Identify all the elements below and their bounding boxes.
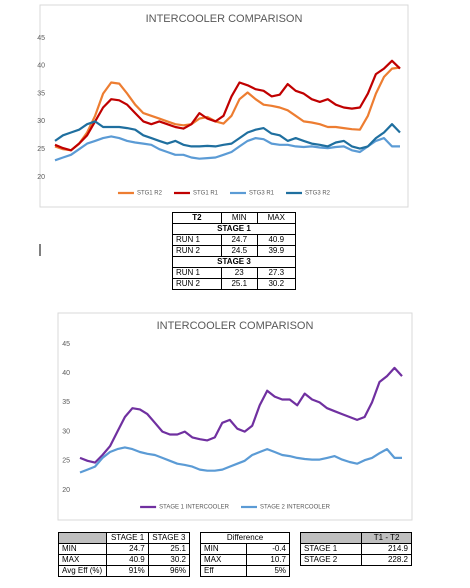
- table-row: Avg Eff (%) 91% 96%: [57, 565, 191, 577]
- data-table: T1 - T2 STAGE 1 214.9 STAGE 2 228.2: [299, 532, 412, 566]
- table-row: RUN 2 25.1 30.2: [172, 278, 297, 290]
- cell: 10.7: [246, 554, 290, 566]
- row-label: RUN 2: [172, 245, 222, 257]
- y-tick-label: 35: [62, 399, 70, 406]
- y-tick-label: 20: [62, 487, 70, 494]
- data-table: STAGE 1 STAGE 3 MIN 24.7 25.1 MAX 40.9 30.2 Avg …: [57, 532, 191, 577]
- header-blank-cell: [299, 532, 363, 544]
- series-line: [54, 135, 400, 162]
- y-tick-label: 35: [37, 90, 45, 97]
- header-cell: MIN: [220, 212, 258, 224]
- table-header-row: T2 MIN MAX: [172, 212, 297, 224]
- y-tick-label: 20: [37, 174, 45, 181]
- section-title: STAGE 3: [172, 256, 296, 268]
- series-line: [54, 66, 401, 152]
- row-label: MIN: [57, 543, 108, 555]
- table-row: MIN 24.7 25.1: [57, 543, 191, 555]
- section-row: STAGE 1: [172, 223, 296, 235]
- cell: 39.9: [256, 245, 297, 257]
- y-tick-label: 40: [62, 370, 70, 377]
- header-cell: T1 - T2: [361, 532, 412, 544]
- legend-label: STG3 R2: [305, 191, 331, 197]
- row-label: Avg Eff (%): [57, 565, 108, 577]
- row-label: MAX: [57, 554, 108, 566]
- table-row: RUN 2 24.5 39.9: [172, 245, 297, 257]
- cell: 23: [220, 267, 258, 279]
- legend-label: STAGE 2 INTERCOOLER: [260, 505, 331, 511]
- legend-label: STAGE 1 INTERCOOLER: [159, 505, 230, 511]
- legend-label: STG1 R2: [137, 191, 163, 197]
- header-cell: STAGE 3: [147, 532, 191, 544]
- row-label: STAGE 2: [299, 554, 363, 566]
- header-cell: T2: [172, 212, 222, 224]
- header-cell: STAGE 1: [106, 532, 149, 544]
- cell: 24.5: [220, 245, 258, 257]
- cell: 214.9: [361, 543, 412, 555]
- table-header-row: Difference: [200, 532, 290, 544]
- header-cell: MAX: [256, 212, 297, 224]
- series-line: [54, 120, 401, 150]
- y-tick-label: 30: [37, 118, 45, 125]
- row-label: MIN: [199, 543, 248, 555]
- table-row: MAX 40.9 30.2: [57, 554, 191, 566]
- cell: 25.1: [147, 543, 191, 555]
- row-label: RUN 1: [172, 267, 222, 279]
- cell: 96%: [147, 565, 191, 577]
- cell: 24.7: [220, 234, 258, 246]
- legend-label: STG1 R1: [193, 191, 219, 197]
- cell: 40.9: [106, 554, 149, 566]
- section-title: STAGE 1: [172, 223, 296, 235]
- row-label: RUN 2: [172, 278, 222, 290]
- y-tick-label: 40: [37, 63, 45, 70]
- table-row: STAGE 1 214.9: [299, 543, 412, 555]
- data-table: T2 MIN MAX STAGE 1 RUN 1 24.7 40.9 RUN 2 24.5 39.…: [172, 212, 297, 290]
- cell: 27.3: [256, 267, 297, 279]
- table-row: MIN -0.4: [199, 543, 290, 555]
- cell: 24.7: [106, 543, 149, 555]
- legend: STG1 R2 STG1 R1 STG3 R1 STG3 R2: [117, 191, 331, 197]
- legend-label: STG3 R1: [249, 191, 275, 197]
- cell: -0.4: [246, 543, 290, 555]
- y-tick-label: 45: [62, 341, 70, 348]
- cell: 25.1: [220, 278, 258, 290]
- chart-frame: [39, 4, 409, 208]
- series-line: [54, 59, 401, 152]
- cell: 40.9: [256, 234, 297, 246]
- data-table: Difference MIN -0.4 MAX 10.7 Eff 5%: [199, 532, 290, 577]
- chart-title: INTERCOOLER COMPARISON: [157, 320, 314, 332]
- series-line: [79, 446, 402, 474]
- chart-title: INTERCOOLER COMPARISON: [146, 13, 303, 25]
- table-row: MAX 10.7: [199, 554, 290, 566]
- table-row: Eff 5%: [199, 565, 290, 577]
- row-label: RUN 1: [172, 234, 222, 246]
- cell: 5%: [246, 565, 290, 577]
- legend: STAGE 1 INTERCOOLER STAGE 2 INTERCOOLER: [140, 505, 331, 511]
- y-tick-label: 45: [37, 35, 45, 42]
- row-label: Eff: [199, 565, 248, 577]
- y-tick-label: 30: [62, 428, 70, 435]
- cell: 228.2: [361, 554, 412, 566]
- header-blank-cell: [57, 532, 108, 544]
- table-row: RUN 1 24.7 40.9: [172, 234, 297, 246]
- cell: 30.2: [147, 554, 191, 566]
- chart-frame: [57, 312, 413, 521]
- cell: 91%: [106, 565, 149, 577]
- table-header-row: T1 - T2: [299, 532, 412, 544]
- table-row: RUN 1 23 27.3: [172, 267, 297, 279]
- header-cell: Difference: [200, 532, 290, 544]
- row-label: MAX: [199, 554, 248, 566]
- y-tick-label: 25: [37, 146, 45, 153]
- cell: 30.2: [256, 278, 297, 290]
- table-header-row: STAGE 1 STAGE 3: [57, 532, 191, 544]
- series-line: [79, 366, 403, 464]
- table-row: STAGE 2 228.2: [299, 554, 412, 566]
- y-tick-label: 25: [62, 458, 70, 465]
- row-label: STAGE 1: [299, 543, 363, 555]
- section-row: STAGE 3: [172, 256, 296, 268]
